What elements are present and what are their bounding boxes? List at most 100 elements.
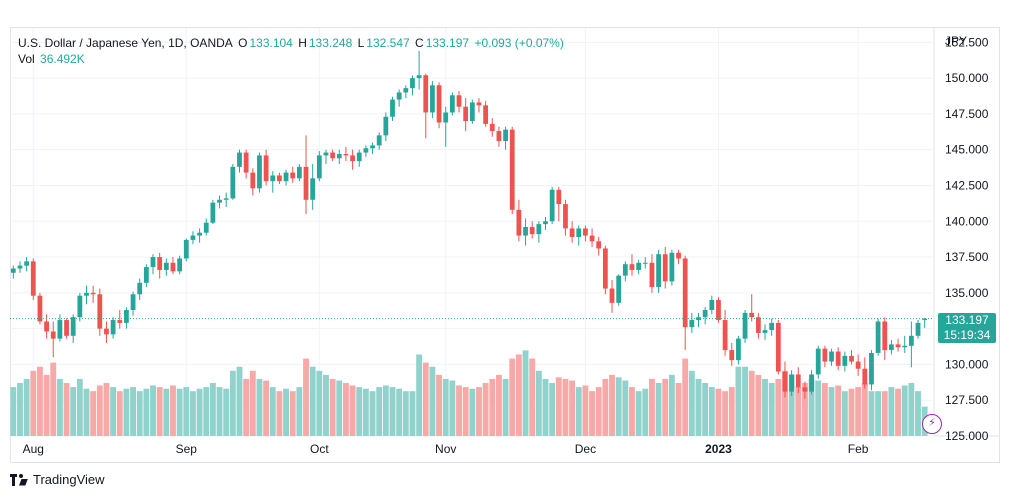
candle [749,294,755,322]
time-tick-label: Feb [848,442,869,456]
candle [117,310,123,329]
volume-bar [915,391,921,436]
volume-bar [629,387,635,436]
volume-bar [449,380,456,436]
open-value: 133.104 [249,36,293,50]
volume-bar [609,374,615,436]
volume-bar [622,380,629,436]
volume-bar [23,378,30,436]
candle [702,307,708,325]
candle [543,216,548,230]
candle [376,132,382,150]
candle [736,335,741,365]
price-tick-label: 140.000 [945,214,989,228]
volume-bar [695,378,702,436]
volume-bar [396,388,403,436]
candle [210,199,216,225]
time-tick-label: Dec [575,442,596,456]
volume-bar [289,391,296,436]
candle [682,255,688,351]
last-price-badge: 133.197 15:19:34 [938,313,996,343]
candle [669,249,675,286]
volume-bar [76,378,83,436]
volume-bar [150,385,156,436]
volume-bar [762,378,768,436]
volume-bar [323,374,329,436]
volume-bar [635,391,642,436]
candle [809,370,814,395]
candle [296,164,302,182]
candle [190,231,196,245]
volume-bar [190,391,196,436]
tradingview-logo[interactable]: TradingView [10,472,105,487]
candle [795,367,801,394]
volume-bar [888,387,895,436]
candle [862,357,868,389]
volume-bar [236,366,243,436]
volume-bar [303,358,309,436]
lightning-icon[interactable]: ⚡ [922,414,942,434]
time-tick-label: Sep [176,442,198,456]
candle [410,75,415,96]
candle [469,99,475,124]
volume-bar [535,370,542,436]
candles[interactable] [10,50,928,399]
volume-bar [156,387,163,436]
candle [742,310,748,343]
candle [922,317,928,328]
candle [609,279,615,313]
candle [489,118,495,137]
candle [57,314,63,342]
volume-bar [582,385,589,436]
volume-bar [376,387,383,436]
volume-bar [70,387,77,436]
candle [350,149,355,170]
time-axis[interactable]: Aug Sep Oct Nov Dec 2023 Feb [23,442,869,456]
volume-bar [389,387,396,436]
volume-bar [569,380,576,436]
candle [37,292,43,325]
candle [423,73,429,139]
tradingview-logo-icon [10,473,28,486]
price-tick-label: 147.500 [945,107,989,121]
candle [197,228,202,243]
candle [556,186,562,222]
volume-bar [476,387,482,436]
candle [64,318,69,339]
symbol-title[interactable]: U.S. Dollar / Japanese Yen, 1D, OANDA [18,36,233,50]
candle [277,172,282,185]
volume-bar [269,387,276,436]
candle [496,126,502,147]
price-tick-label: 127.500 [945,393,989,407]
candle [915,320,921,339]
candle [509,126,515,215]
volume-bar [662,378,669,436]
candle [815,345,821,379]
volume-bar [496,374,502,436]
volume-bar [542,378,549,436]
candle [656,249,661,293]
high-value: 133.248 [308,36,353,50]
volume-bar [688,370,695,436]
volume-bar [462,387,469,436]
candle [250,168,256,196]
chart-frame [10,27,1000,463]
volume-bar [442,378,449,436]
candle [476,98,482,113]
candle [456,90,462,113]
candle [483,101,489,127]
volume-bar [602,378,609,436]
candle [676,249,681,265]
volume-bar [768,383,775,436]
candle [529,221,535,239]
candle [549,186,555,225]
volume-bar [515,354,522,436]
candle [516,199,522,242]
volume-bar [482,383,489,436]
candle [303,135,309,215]
candle [649,254,655,293]
low-label: L [357,36,365,50]
